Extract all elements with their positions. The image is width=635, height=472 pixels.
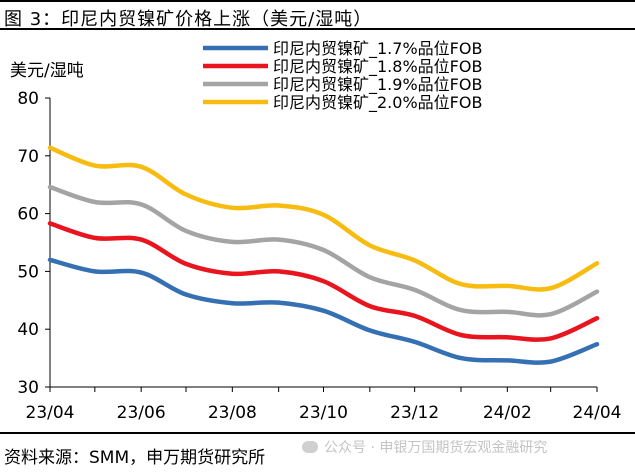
legend-label-1: 印尼内贸镍矿_1.7%品位FOB [273,39,482,59]
legend-label-2: 印尼内贸镍矿_1.8%品位FOB [273,57,482,77]
x-tick-label: 23/04 [26,403,75,423]
y-tick-label: 80 [17,89,39,109]
x-tick-label: 24/02 [483,403,532,423]
series-line-2 [47,221,600,342]
figure-footer: 资料来源：SMM，申万期货研究所 公众号 · 申银万国期货宏观金融研究 [0,432,635,472]
y-tick-label: 50 [17,262,39,282]
axes: 30 40 50 60 70 80 23/04 23/06 23/08 23/10 23/12 24/… [17,89,621,423]
y-tick-label: 70 [17,147,39,167]
x-tick-label: 23/10 [299,403,348,423]
legend-label-4: 印尼内贸镍矿_2.0%品位FOB [273,93,482,113]
source-note: 资料来源：SMM，申万期货研究所 [4,448,266,468]
x-tick-label: 23/06 [117,403,166,423]
x-tick-label: 23/08 [208,403,257,423]
series-lines [47,145,600,365]
x-tick-label: 24/04 [573,403,622,423]
y-axis-label: 美元/湿吨 [10,61,84,81]
y-tick-label: 30 [17,378,39,398]
y-tick-label: 60 [17,205,39,225]
legend: 印尼内贸镍矿_1.7%品位FOB印尼内贸镍矿_1.8%品位FOB印尼内贸镍矿_1… [203,39,482,113]
figure-title-bar: 图 3：印尼内贸镍矿价格上涨（美元/湿吨） [0,0,635,30]
y-tick-label: 40 [17,320,39,340]
series-line-4 [47,145,600,292]
legend-label-3: 印尼内贸镍矿_1.9%品位FOB [273,75,482,95]
wechat-icon [302,441,318,453]
x-tick-label: 23/12 [390,403,439,423]
series-line-3 [47,184,600,318]
watermark: 公众号 · 申银万国期货宏观金融研究 [302,437,547,457]
series-line-1 [47,257,600,365]
watermark-text: 公众号 · 申银万国期货宏观金融研究 [324,440,548,456]
figure-title: 图 3：印尼内贸镍矿价格上涨（美元/湿吨） [4,9,373,30]
